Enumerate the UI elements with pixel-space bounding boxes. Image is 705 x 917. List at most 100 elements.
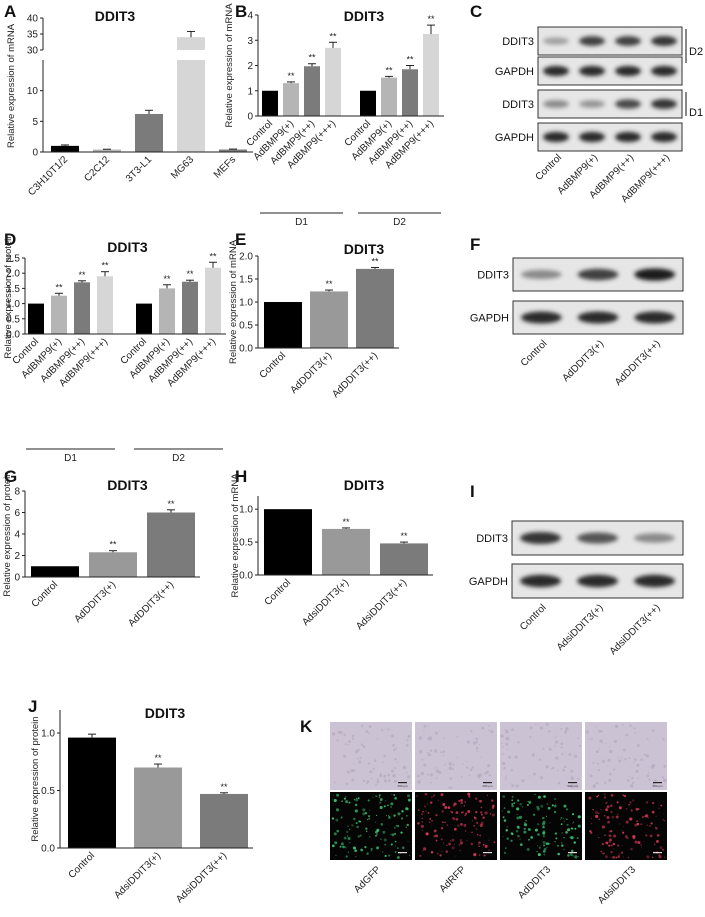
fluorescent-cell [468,795,471,798]
fluorescent-cell [515,829,519,833]
fluorescent-cell [444,821,446,824]
fluorescent-cell [417,822,420,825]
fluorescent-cell [598,818,601,821]
fluorescent-cell [421,813,423,816]
fluorescent-cell [588,796,592,800]
fluorescent-cell [393,813,395,815]
cell [405,743,409,747]
cell [356,758,359,760]
cell [444,763,446,766]
fluorescent-cell [358,820,361,823]
cell [365,782,368,785]
fluorescent-cell [598,837,600,839]
fluorescent-cell [380,838,382,841]
significance-mark: ** [101,261,109,271]
bar [262,90,278,116]
cell [646,774,650,778]
bar [205,267,221,334]
cell [423,724,427,728]
fluorescent-cell [349,841,351,844]
cell [476,741,478,743]
fluorescent-cell [659,846,663,850]
cell [621,723,624,726]
brightfield-image [415,722,497,790]
fluorescent-cell [597,834,599,836]
fluorescent-cell [611,815,615,819]
fluorescent-cell [573,841,576,844]
fluorescent-cell [440,835,442,837]
cell [663,764,667,768]
fluorescent-cell [610,844,613,847]
fluorescent-cell [656,834,660,837]
significance-mark: ** [371,257,379,267]
fluorescent-cell [351,824,354,827]
cell [442,754,445,757]
fluorescent-cell [457,824,460,827]
fluorescent-cell [511,833,514,836]
fluorescent-cell [628,804,630,806]
cell [504,729,507,731]
fluorescent-cell [610,856,612,858]
cell [510,728,514,732]
fluorescent-cell [517,827,520,830]
panel-label-d: D [4,230,16,249]
significance-mark: ** [329,31,337,41]
cell [564,732,567,734]
scale-bar-label: 200 μm [397,784,408,788]
fluorescent-cell [542,826,545,829]
cell [434,731,438,735]
fluorescent-cell [604,834,606,837]
scale-bar [653,852,662,854]
fluorescent-cell [518,815,523,819]
fluorescent-cell [421,821,424,823]
fluorescent-cell [382,830,386,834]
fluorescent-cell [651,810,655,814]
cell [478,773,482,777]
cell [570,775,573,778]
fluorescent-cell [608,834,611,837]
cell [466,760,468,763]
fluorescent-cell [607,820,610,824]
cell [637,777,639,780]
blot-band [633,533,676,543]
blot-row-label: GAPDH [470,313,509,325]
significance-mark: ** [287,71,295,81]
significance-mark: ** [385,65,393,75]
cell [392,748,396,752]
fluorescent-cell [542,835,545,838]
fluorescent-cell [623,856,625,858]
fluorescent-cell [532,813,536,816]
cell [589,738,591,741]
fluorescent-cell [547,806,551,810]
fluorescent-cell [606,801,608,803]
fluorescent-cell [406,815,408,817]
significance-mark: ** [186,269,194,279]
cell [565,727,569,731]
cell [372,767,375,770]
bar [136,303,152,334]
scale-bar [653,782,662,784]
fluorescent-cell [613,834,617,838]
cell [347,740,351,744]
fluorescent-cell [474,810,478,814]
cell [570,785,573,788]
fluorescent-cell [604,793,606,795]
cell [383,774,387,778]
bar [51,145,79,152]
fluorescent-cell [349,828,351,831]
y-axis-label: Relative expression of protein [30,716,41,841]
fluorescent-cell [463,805,465,807]
fluorescent-cell [567,828,571,832]
chart-title: DDIT3 [344,8,385,24]
fluorescent-cell [393,814,396,817]
fluorescent-cell [464,814,466,817]
blot-band [615,65,641,77]
fluorescent-cell [365,830,368,833]
fluorescent-cell [453,843,456,846]
cell [476,750,479,752]
fluorescent-cell [608,830,612,833]
cell [538,758,542,762]
fluorescent-cell [435,839,438,842]
cell [609,772,612,776]
